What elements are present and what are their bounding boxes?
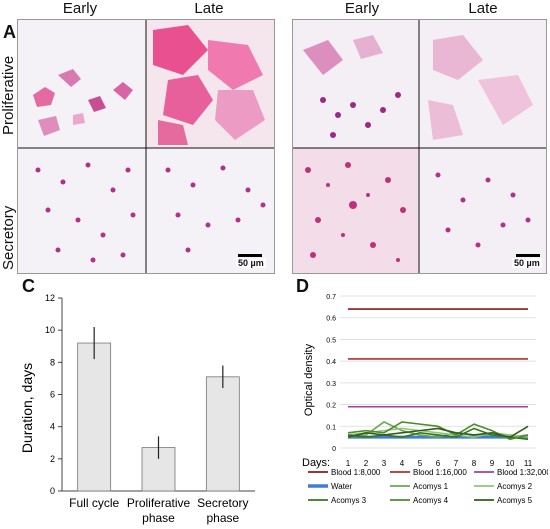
x-tick-label: 1 (346, 459, 351, 468)
category-label: Proliferative (127, 496, 191, 510)
panel-b-micrograph (292, 19, 547, 274)
y-tick-label: 0.5 (326, 337, 336, 344)
category-label: phase (206, 511, 239, 525)
d-y-axis-title: Optical density (303, 343, 315, 416)
panel-d-letter: D (296, 276, 309, 296)
category-label: Full cycle (69, 496, 119, 510)
panel-b-col-early: Early (344, 0, 380, 17)
x-tick-label: 8 (472, 459, 477, 468)
x-tick-label: 10 (506, 459, 515, 468)
y-tick-label: 8 (50, 357, 55, 367)
line-chart: Optical density Days: 0 0.1 0.2 0.3 0.4 0.5 0.… (302, 294, 548, 505)
d-x-axis-title: Days: (302, 457, 330, 469)
category-label: Secretory (197, 496, 248, 510)
legend-label: Acomys 2 (497, 482, 533, 491)
y-tick-label: 0.6 (326, 316, 336, 323)
y-tick-label: 12 (45, 293, 55, 303)
panel-a-scale-bar (238, 254, 262, 257)
x-tick-label: 3 (382, 459, 387, 468)
x-tick-label: 5 (418, 459, 423, 468)
bar-chart: Duration, days 0 2 4 6 8 10 12 Full cycle Proli… (19, 293, 255, 525)
series-line (347, 427, 529, 441)
legend-label: Acomys 5 (497, 496, 533, 505)
panel-a-micrograph (17, 19, 275, 274)
y-tick-label: 6 (50, 390, 55, 400)
legend-label: Blood 1:8,000 (331, 468, 381, 477)
y-tick-label: 4 (50, 422, 55, 432)
x-tick-label: 2 (364, 459, 369, 468)
x-tick-label: 7 (454, 459, 459, 468)
panel-b-col-late: Late (468, 0, 498, 17)
panel-a-scale-label: 50 µm (236, 258, 266, 268)
y-tick-label: 0.7 (326, 294, 336, 301)
y-axis-title: Duration, days (19, 363, 35, 453)
bar (205, 376, 240, 492)
y-tick-label: 2 (50, 454, 55, 464)
y-tick-label: 0.2 (326, 403, 336, 410)
legend-label: Blood 1:32,000 (497, 468, 548, 477)
panel-c-letter: C (22, 276, 35, 296)
y-tick-label: 0.4 (326, 359, 336, 366)
panel-a-row-secretory: Secretory (0, 205, 17, 270)
legend-label: Blood 1:16,000 (413, 468, 467, 477)
panel-a-col-late: Late (194, 0, 224, 17)
panel-b-micrograph-image (293, 20, 546, 273)
panel-a-letter: A (3, 22, 16, 42)
y-tick-label: 0 (50, 486, 55, 496)
x-tick-label: 4 (400, 459, 405, 468)
legend-label: Acomys 4 (413, 496, 449, 505)
y-tick-label: 0.1 (326, 424, 336, 431)
legend-label: Acomys 1 (413, 482, 449, 491)
bar (77, 342, 112, 492)
series-line (347, 425, 529, 438)
x-tick-label: 9 (490, 459, 495, 468)
panel-a-row-proliferative: Proliferative (0, 55, 17, 135)
y-tick-label: 0.3 (326, 381, 336, 388)
x-tick-label: 6 (436, 459, 441, 468)
panel-a-micrograph-image (18, 20, 274, 273)
panel-a-col-early: Early (62, 0, 98, 17)
y-tick-label: 0 (332, 446, 336, 453)
legend-label: Water (331, 482, 352, 491)
legend-label: Acomys 3 (331, 496, 367, 505)
x-tick-label: 11 (524, 459, 533, 468)
panel-b-scale-bar (516, 254, 540, 257)
panel-b-scale-label: 50 µm (512, 258, 542, 268)
category-label: phase (142, 511, 175, 525)
y-tick-label: 10 (45, 325, 55, 335)
